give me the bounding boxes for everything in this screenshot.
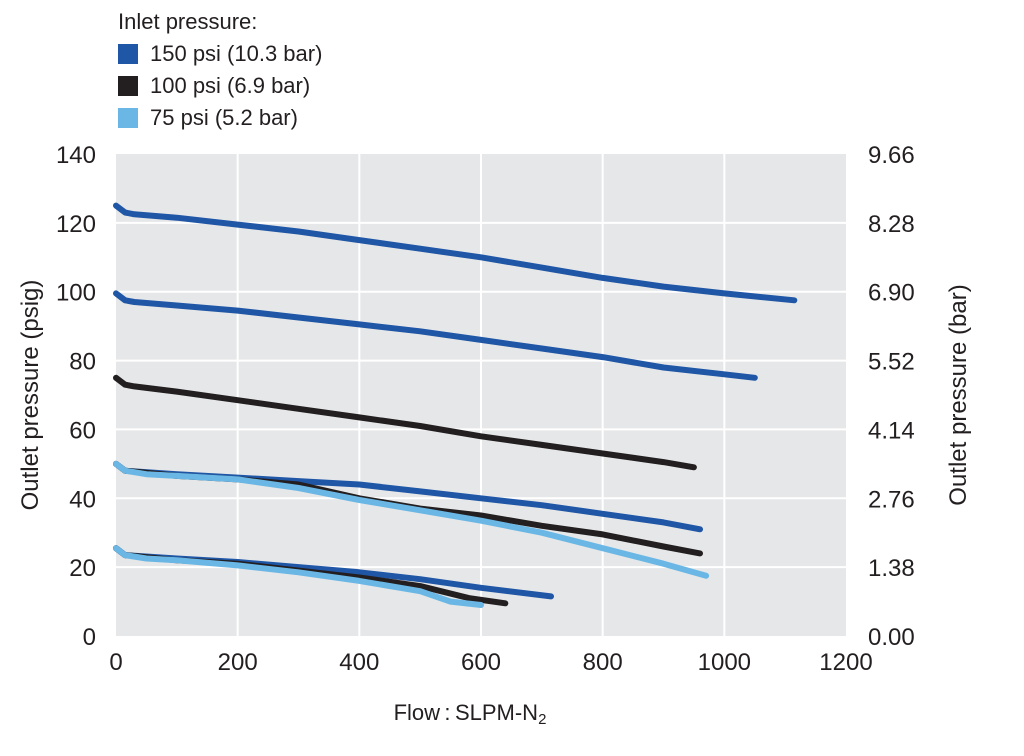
y-tick-label-left: 80 bbox=[69, 349, 96, 376]
y-tick-label-right: 5.52 bbox=[868, 349, 915, 376]
series-line bbox=[113, 374, 697, 471]
legend-swatch-150psi bbox=[118, 44, 138, 64]
y-tick-label-right: 2.76 bbox=[868, 486, 915, 513]
y-tick-label-left: 20 bbox=[69, 555, 96, 582]
legend-swatch-100psi bbox=[118, 76, 138, 96]
x-axis-title-subscript: 2 bbox=[538, 711, 547, 728]
series-line bbox=[113, 202, 798, 304]
y-tick-label-right: 1.38 bbox=[868, 555, 915, 582]
y-tick-label-left: 140 bbox=[56, 142, 96, 169]
legend-item-150psi: 150 psi (10.3 bar) bbox=[118, 38, 322, 70]
x-tick-label: 1000 bbox=[698, 649, 751, 676]
y-tick-label-left: 100 bbox=[56, 280, 96, 307]
x-tick-label: 600 bbox=[461, 649, 501, 676]
y-tick-label-left: 60 bbox=[69, 417, 96, 444]
legend-label-100psi: 100 psi (6.9 bar) bbox=[150, 73, 311, 98]
y-tick-label-right: 0.00 bbox=[868, 624, 915, 651]
y-tick-label-left: 0 bbox=[83, 624, 96, 651]
x-tick-label: 1200 bbox=[819, 649, 872, 676]
y-tick-label-right: 6.90 bbox=[868, 280, 915, 307]
x-axis-title: Flow : SLPM-N2 bbox=[360, 700, 580, 728]
legend-item-75psi: 75 psi (5.2 bar) bbox=[118, 102, 322, 134]
series-line bbox=[113, 290, 758, 381]
legend-label-150psi: 150 psi (10.3 bar) bbox=[150, 41, 323, 66]
y-tick-label-left: 120 bbox=[56, 211, 96, 238]
x-axis-title-text: Flow : SLPM-N bbox=[393, 700, 539, 725]
y-tick-label-left: 40 bbox=[69, 486, 96, 513]
series-line bbox=[113, 460, 710, 579]
x-tick-label: 0 bbox=[109, 649, 122, 676]
x-tick-label: 200 bbox=[218, 649, 258, 676]
legend-label-75psi: 75 psi (5.2 bar) bbox=[150, 105, 298, 130]
series-line bbox=[113, 545, 484, 608]
x-tick-label: 800 bbox=[583, 649, 623, 676]
legend-item-100psi: 100 psi (6.9 bar) bbox=[118, 70, 322, 102]
legend-swatch-75psi bbox=[118, 108, 138, 128]
y-tick-label-right: 9.66 bbox=[868, 142, 915, 169]
legend: Inlet pressure: 150 psi (10.3 bar) 100 p… bbox=[118, 6, 322, 134]
legend-title: Inlet pressure: bbox=[118, 9, 258, 34]
y-tick-label-right: 8.28 bbox=[868, 211, 915, 238]
y-tick-label-right: 4.14 bbox=[868, 417, 915, 444]
y-axis-title-left: Outlet pressure (psig) bbox=[17, 280, 44, 511]
y-axis-title-right: Outlet pressure (bar) bbox=[945, 284, 972, 505]
x-tick-label: 400 bbox=[339, 649, 379, 676]
